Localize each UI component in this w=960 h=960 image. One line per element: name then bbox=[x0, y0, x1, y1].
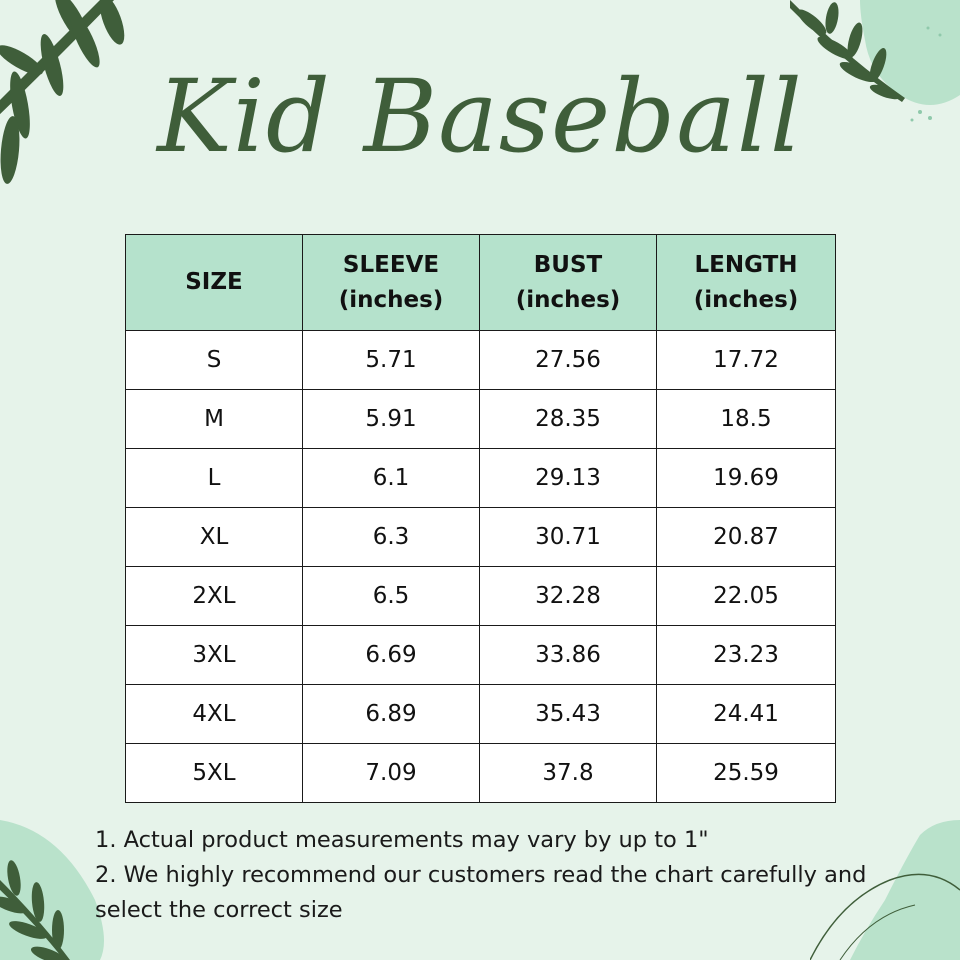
blob-bottom-right-icon bbox=[810, 820, 960, 960]
table-row: 5XL 7.09 37.8 25.59 bbox=[125, 743, 836, 803]
table-row: 2XL 6.5 32.28 22.05 bbox=[125, 566, 836, 626]
cell-size: S bbox=[125, 330, 303, 390]
cell-length: 23.23 bbox=[656, 625, 836, 685]
cell-bust: 27.56 bbox=[479, 330, 657, 390]
cell-bust: 30.71 bbox=[479, 507, 657, 567]
leaf-branch-top-right-icon bbox=[790, 0, 960, 122]
cell-size: XL bbox=[125, 507, 303, 567]
table-row: M 5.91 28.35 18.5 bbox=[125, 389, 836, 449]
page-title: Kid Baseball bbox=[157, 58, 803, 175]
table-row: XL 6.3 30.71 20.87 bbox=[125, 507, 836, 567]
cell-length: 18.5 bbox=[656, 389, 836, 449]
cell-length: 24.41 bbox=[656, 684, 836, 744]
table-row: 4XL 6.89 35.43 24.41 bbox=[125, 684, 836, 744]
note-item: 1. Actual product measurements may vary … bbox=[95, 827, 709, 853]
cell-bust: 33.86 bbox=[479, 625, 657, 685]
cell-size: M bbox=[125, 389, 303, 449]
leaf-branch-top-left-icon bbox=[0, 0, 125, 184]
header-size: SIZE bbox=[125, 234, 303, 331]
cell-length: 20.87 bbox=[656, 507, 836, 567]
size-chart-table: SIZE SLEEVE (inches) BUST (inches) LENGT… bbox=[125, 234, 836, 803]
table-row: L 6.1 29.13 19.69 bbox=[125, 448, 836, 508]
cell-sleeve: 5.91 bbox=[302, 389, 480, 449]
cell-sleeve: 6.1 bbox=[302, 448, 480, 508]
cell-length: 17.72 bbox=[656, 330, 836, 390]
table-row: 3XL 6.69 33.86 23.23 bbox=[125, 625, 836, 685]
header-bust: BUST (inches) bbox=[479, 234, 657, 331]
cell-size: 3XL bbox=[125, 625, 303, 685]
cell-length: 19.69 bbox=[656, 448, 836, 508]
cell-size: 5XL bbox=[125, 743, 303, 803]
cell-size: L bbox=[125, 448, 303, 508]
header-length: LENGTH (inches) bbox=[656, 234, 836, 331]
leaf-branch-bottom-left-icon bbox=[0, 820, 104, 960]
table-header-row: SIZE SLEEVE (inches) BUST (inches) LENGT… bbox=[125, 234, 836, 331]
cell-length: 25.59 bbox=[656, 743, 836, 803]
cell-length: 22.05 bbox=[656, 566, 836, 626]
cell-sleeve: 6.3 bbox=[302, 507, 480, 567]
cell-sleeve: 6.89 bbox=[302, 684, 480, 744]
cell-bust: 28.35 bbox=[479, 389, 657, 449]
notes: 1. Actual product measurements may vary … bbox=[95, 823, 915, 928]
header-sleeve: SLEEVE (inches) bbox=[302, 234, 480, 331]
cell-bust: 32.28 bbox=[479, 566, 657, 626]
cell-sleeve: 7.09 bbox=[302, 743, 480, 803]
cell-size: 4XL bbox=[125, 684, 303, 744]
cell-bust: 35.43 bbox=[479, 684, 657, 744]
cell-sleeve: 6.5 bbox=[302, 566, 480, 626]
table-row: S 5.71 27.56 17.72 bbox=[125, 330, 836, 390]
cell-sleeve: 6.69 bbox=[302, 625, 480, 685]
cell-bust: 37.8 bbox=[479, 743, 657, 803]
cell-bust: 29.13 bbox=[479, 448, 657, 508]
cell-sleeve: 5.71 bbox=[302, 330, 480, 390]
cell-size: 2XL bbox=[125, 566, 303, 626]
note-item: 2. We highly recommend our customers rea… bbox=[95, 862, 867, 923]
